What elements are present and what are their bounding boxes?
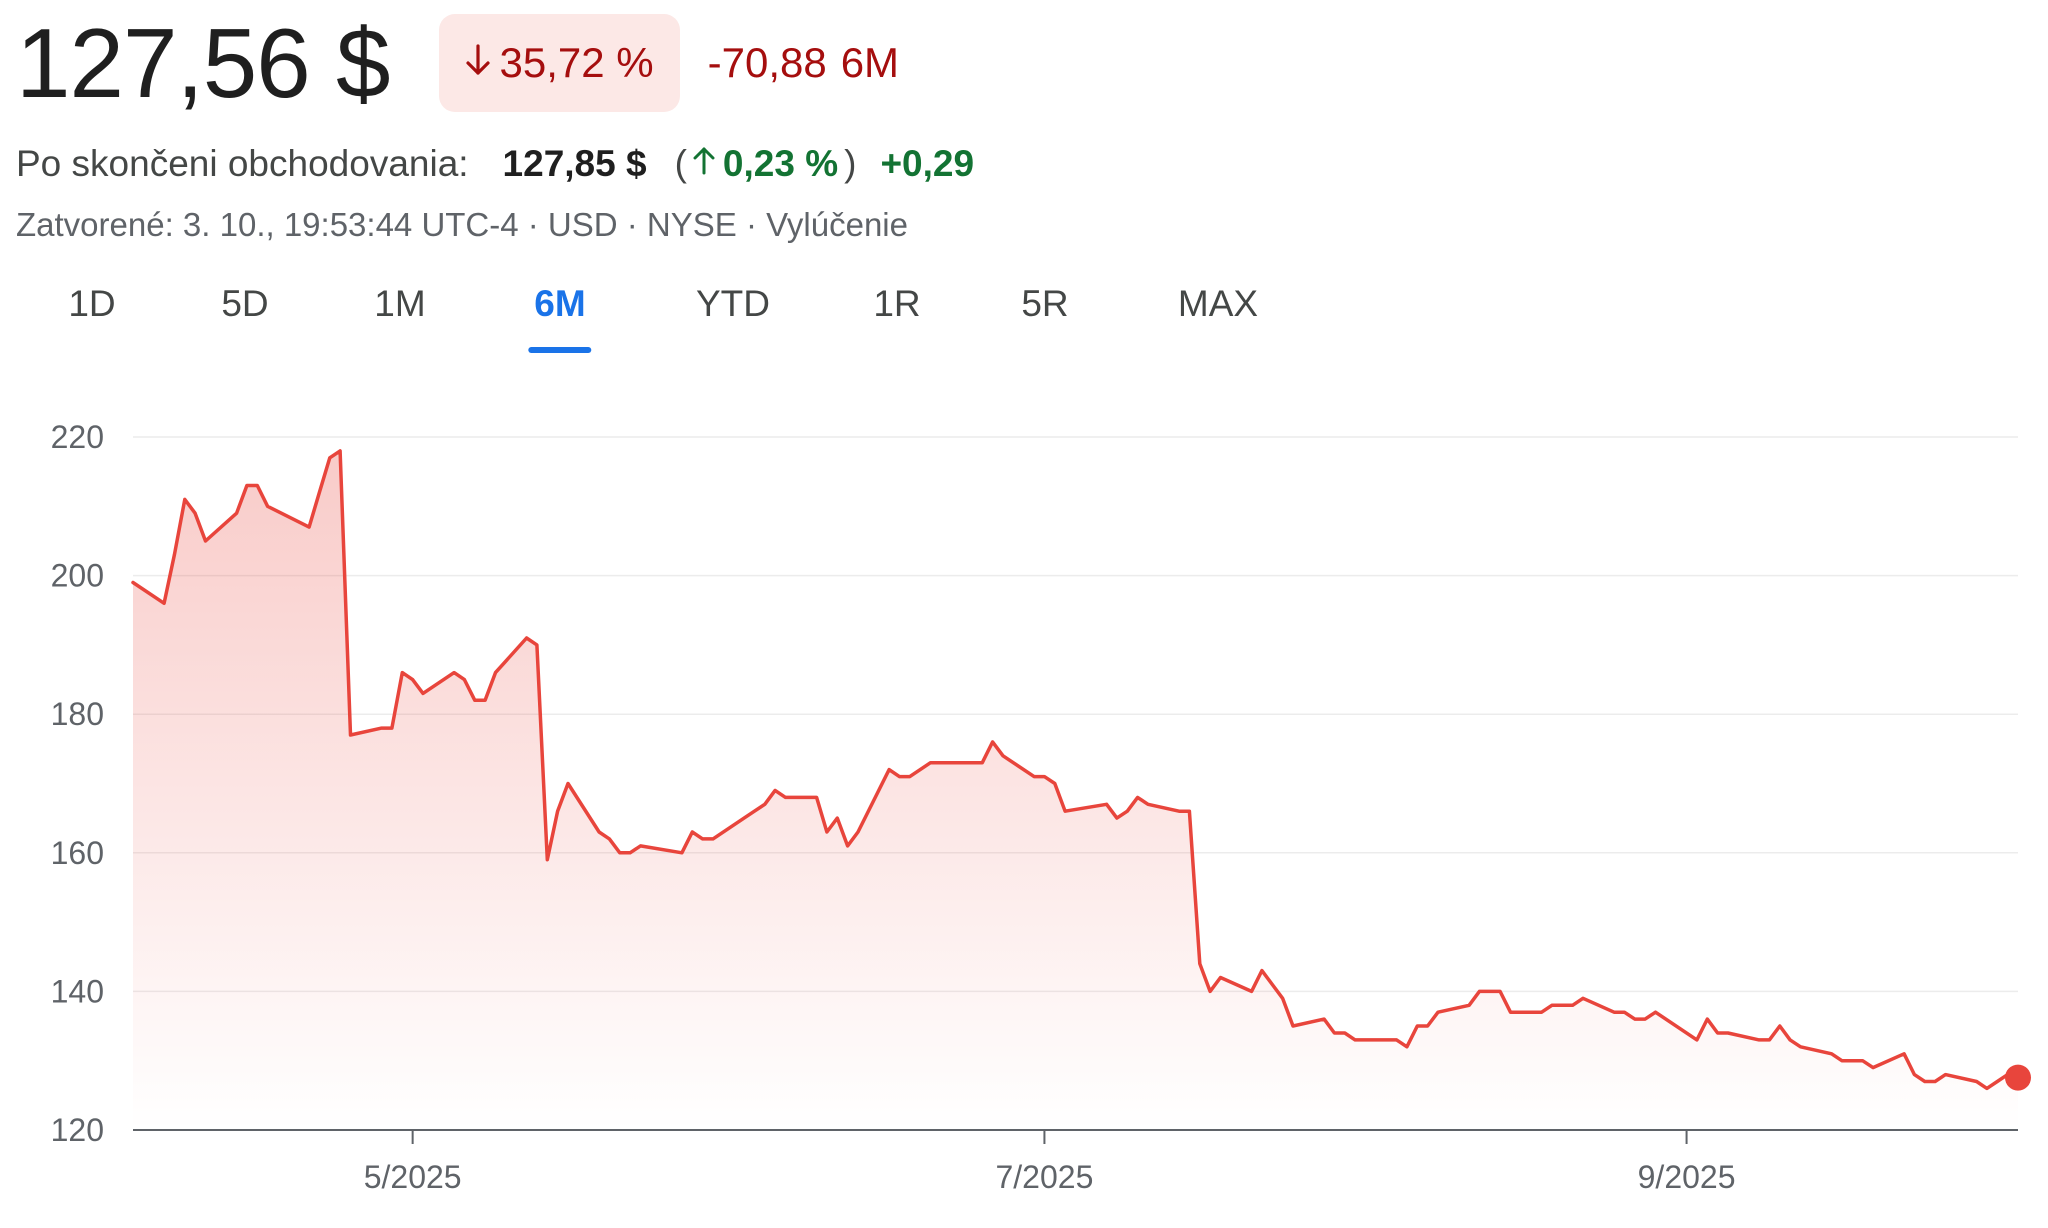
current-price: 127,56 $ [16, 7, 390, 118]
price-line [131, 449, 2020, 1091]
paren-open: ( [674, 143, 687, 184]
tab-label: 1M [374, 283, 426, 324]
tab-5d[interactable]: 5D [221, 283, 268, 343]
after-hours-label: Po skončeni obchodovania: [16, 143, 469, 184]
y-tick-label: 200 [51, 558, 104, 594]
tab-label: 1D [68, 283, 116, 324]
y-tick-label: 220 [51, 419, 104, 455]
x-tick-label: 5/2025 [364, 1159, 462, 1195]
arrow-down-icon [465, 39, 491, 87]
tab-label: YTD [696, 283, 770, 324]
x-tick-label: 7/2025 [995, 1159, 1093, 1195]
x-tick-label: 9/2025 [1638, 1159, 1736, 1195]
absolute-change: -70,88 6M [708, 39, 899, 87]
tab-max[interactable]: MAX [1178, 283, 1258, 343]
tab-1m[interactable]: 1M [374, 283, 425, 343]
tab-label: 1R [873, 283, 921, 324]
y-axis-labels: 220 200 180 160 140 120 [51, 419, 104, 1148]
absolute-change-value: -70,88 [707, 39, 827, 86]
y-tick-label: 140 [51, 973, 104, 1009]
percent-change-value: 35,72 % [499, 39, 654, 86]
x-axis-ticks: 5/2025 7/2025 9/2025 [364, 1130, 1736, 1195]
range-tabs: 1D 5D 1M 6M YTD 1R 5R MAX [0, 283, 1330, 355]
tab-5r[interactable]: 5R [1021, 283, 1068, 343]
tab-ytd[interactable]: YTD [696, 283, 770, 343]
tab-label: MAX [1177, 283, 1259, 324]
y-tick-label: 180 [51, 696, 104, 732]
paren-close: ) [844, 143, 857, 184]
tab-6m[interactable]: 6M [528, 283, 592, 353]
tab-1r[interactable]: 1R [873, 283, 920, 343]
percent-change-badge: 35,72 % [439, 14, 680, 112]
after-hours-percent: ( 0,23 % ) [675, 143, 857, 185]
after-hours-row: Po skončeni obchodovania: 127,85 $ ( 0,2… [16, 143, 974, 185]
last-price-dot[interactable] [2005, 1064, 2031, 1091]
market-status-line: Zatvorené: 3. 10., 19:53:44 UTC-4 · USD … [16, 206, 908, 243]
tab-label: 5D [221, 283, 269, 324]
y-tick-label: 160 [51, 835, 104, 871]
after-hours-percent-value: 0,23 % [722, 143, 839, 184]
active-tab-indicator [528, 347, 592, 353]
after-hours-price: 127,85 $ [502, 143, 647, 184]
after-hours-percent-inner: 0,23 % [693, 143, 838, 185]
after-hours-absolute-change: +0,29 [880, 143, 975, 184]
y-tick-label: 120 [51, 1112, 104, 1148]
tab-label: 5R [1021, 283, 1069, 324]
tab-1d[interactable]: 1D [68, 283, 115, 343]
price-chart: 220 200 180 160 140 120 5/2025 7/2025 9/2025 [51, 419, 2031, 1195]
quote-header: 127,56 $ 35,72 % -70,88 6M [16, 8, 899, 118]
change-period: 6M [840, 39, 900, 86]
price-area [133, 450, 2018, 1130]
arrow-up-icon [693, 143, 715, 185]
tab-label: 6M [534, 283, 586, 324]
